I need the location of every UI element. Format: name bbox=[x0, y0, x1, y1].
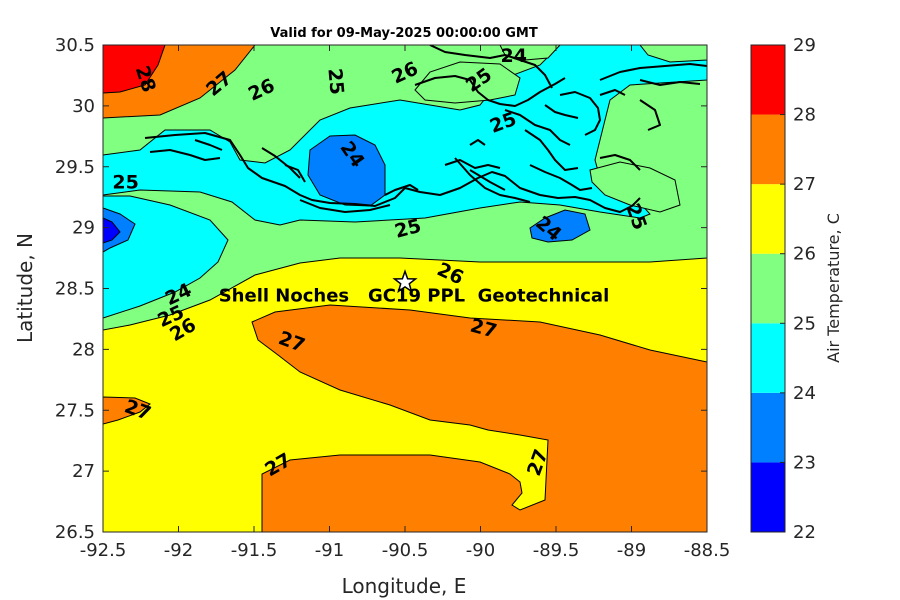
y-tick-label: 29 bbox=[72, 218, 95, 239]
colorbar-tick-label: 28 bbox=[793, 105, 816, 126]
colorbar-tick-label: 24 bbox=[793, 383, 816, 404]
y-tick-label: 30.5 bbox=[55, 35, 95, 56]
band-27-28-west bbox=[103, 396, 151, 425]
colorbar-swatch bbox=[751, 462, 785, 532]
y-tick-label: 30 bbox=[72, 96, 95, 117]
coastline bbox=[144, 45, 707, 213]
colorbar-tick-label: 29 bbox=[793, 35, 816, 56]
y-axis-label: Latitude, N bbox=[13, 233, 37, 343]
colorbar-frame bbox=[750, 44, 786, 533]
y-tick-label: 27 bbox=[72, 461, 95, 482]
contour-label: 24 bbox=[500, 45, 526, 67]
y-tick-label: 28.5 bbox=[55, 279, 95, 300]
x-tick-label: -90.5 bbox=[382, 540, 429, 561]
colorbar: 22 23 24 25 26 27 28 29 bbox=[750, 35, 816, 543]
y-tick-label: 28 bbox=[72, 339, 95, 360]
band-24-25-main bbox=[103, 45, 707, 226]
x-tick-label: -90 bbox=[466, 540, 495, 561]
x-tick-label: -88.5 bbox=[684, 540, 731, 561]
y-axis: 26.5 27 27.5 28 28.5 29 29.5 30 30.5 bbox=[55, 35, 707, 543]
contour-label: 25 bbox=[323, 67, 347, 95]
colorbar-swatch bbox=[751, 392, 785, 463]
band-28-29-northwest bbox=[103, 45, 166, 94]
x-tick-label: -91.5 bbox=[231, 540, 278, 561]
colorbar-tick-label: 23 bbox=[793, 452, 816, 473]
band-25-26-top-right bbox=[639, 45, 707, 63]
y-tick-label: 29.5 bbox=[55, 157, 95, 178]
colorbar-swatch bbox=[751, 114, 785, 185]
colorbar-label: Air Temperature, C bbox=[824, 213, 843, 363]
colorbar-swatch bbox=[751, 323, 785, 393]
band-27-28-south bbox=[251, 304, 707, 532]
x-axis-label: Longitude, E bbox=[342, 574, 467, 598]
band-22-23-west bbox=[103, 217, 121, 244]
colorbar-tick-label: 25 bbox=[793, 313, 816, 334]
temperature-field bbox=[103, 45, 707, 532]
x-tick-label: -89 bbox=[617, 540, 646, 561]
x-tick-label: -92.5 bbox=[80, 540, 127, 561]
band-25-26-top bbox=[499, 45, 561, 61]
x-tick-label: -92 bbox=[164, 540, 193, 561]
site-label: Shell Noches GC19 PPL Geotechnical bbox=[219, 285, 610, 306]
colorbar-tick-label: 27 bbox=[793, 174, 816, 195]
colorbar-swatch bbox=[751, 253, 785, 324]
x-tick-label: -89.5 bbox=[533, 540, 580, 561]
band-25-26-northeast bbox=[414, 61, 521, 104]
x-tick-label: -91 bbox=[315, 540, 344, 561]
colorbar-tick-label: 22 bbox=[793, 522, 816, 543]
contour-label: 25 bbox=[112, 172, 138, 194]
site-annotation: Shell Noches GC19 PPL Geotechnical bbox=[219, 269, 610, 306]
colorbar-swatch bbox=[751, 184, 785, 254]
y-tick-label: 26.5 bbox=[55, 522, 95, 543]
y-tick-label: 27.5 bbox=[55, 400, 95, 421]
x-axis: -92.5 -92 -91.5 -91 -90.5 -90 -89.5 -89 -88.5 bbox=[80, 45, 731, 561]
colorbar-tick-label: 26 bbox=[793, 244, 816, 265]
chart-title: Valid for 09-May-2025 00:00:00 GMT bbox=[270, 26, 538, 41]
site-star-marker bbox=[392, 269, 418, 294]
colorbar-swatch bbox=[751, 45, 785, 115]
band-23-24-east bbox=[529, 209, 591, 243]
